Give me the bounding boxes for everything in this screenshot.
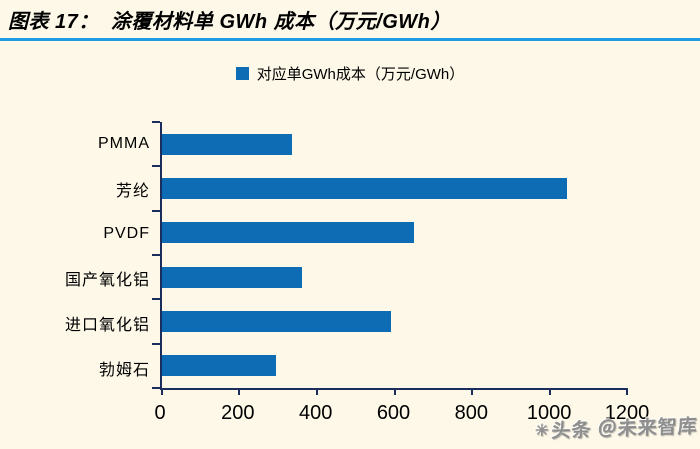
x-axis-tick <box>548 388 551 395</box>
bar-row <box>162 122 627 166</box>
legend-series-label: 对应单GWh成本（万元/GWh） <box>256 66 465 83</box>
x-axis-label-600: 600 <box>376 402 411 424</box>
bar-row <box>162 299 627 343</box>
x-axis-label-200: 200 <box>221 402 255 424</box>
x-axis-tick <box>315 388 318 395</box>
chart-title: 图表 17： 涂覆材料单 GWh 成本（万元/GWh） <box>8 11 451 33</box>
chart-legend: 对应单GWh成本（万元/GWh） <box>0 63 700 84</box>
category-label-4: 进口氧化铝 <box>64 316 150 334</box>
plot-area <box>152 121 628 395</box>
x-axis-tick <box>161 388 163 395</box>
bar-国产氧化铝 <box>162 266 302 288</box>
bar-进口氧化铝 <box>162 310 392 332</box>
x-axis-label-800: 800 <box>454 402 489 424</box>
category-label-1: 芳纶 <box>115 182 150 200</box>
bar-芳纶 <box>162 177 567 199</box>
x-axis-tick <box>238 388 241 395</box>
x-axis-label-1000: 1000 <box>526 402 572 424</box>
watermark-logo-icon: ✳ <box>535 421 551 440</box>
y-axis-tick <box>152 254 160 256</box>
x-axis-label-1200: 1200 <box>604 402 650 424</box>
x-axis-tick <box>470 388 473 395</box>
x-axis-label-400: 400 <box>298 402 333 424</box>
category-label-0: PMMA <box>98 135 150 153</box>
title-divider-rule <box>0 38 700 41</box>
x-axis-tick <box>393 388 396 395</box>
y-axis-tick <box>152 209 160 212</box>
bar-row <box>162 211 627 255</box>
bar-series <box>162 122 627 388</box>
bar-勃姆石 <box>162 355 277 377</box>
bar-row <box>162 166 627 210</box>
category-label-2: PVDF <box>103 224 150 242</box>
category-label-3: 国产氧化铝 <box>64 272 150 290</box>
bar-PVDF <box>162 222 414 244</box>
y-axis-tick <box>152 121 160 123</box>
bar-PMMA <box>162 133 292 155</box>
bar-row <box>162 255 627 299</box>
watermark: ✳ 头条 ＠未来智库 <box>535 411 699 444</box>
legend-square-icon <box>235 67 249 80</box>
category-label-5: 勃姆石 <box>98 361 150 379</box>
y-axis-tick <box>152 387 160 389</box>
y-axis-tick <box>152 165 160 168</box>
x-axis-tick <box>626 388 628 395</box>
bar-row <box>162 344 627 388</box>
value-axis-labels: 0 200 400 600 800 1000 1200 <box>154 402 649 426</box>
y-axis-tick <box>152 298 160 301</box>
category-axis-labels: PMMA 芳纶 PVDF 国产氧化铝进口氧化铝勃姆石 <box>0 122 150 390</box>
watermark-text: 头条 ＠未来智库 <box>551 416 699 443</box>
x-axis-label-0: 0 <box>154 402 166 424</box>
y-axis-tick <box>152 342 160 345</box>
